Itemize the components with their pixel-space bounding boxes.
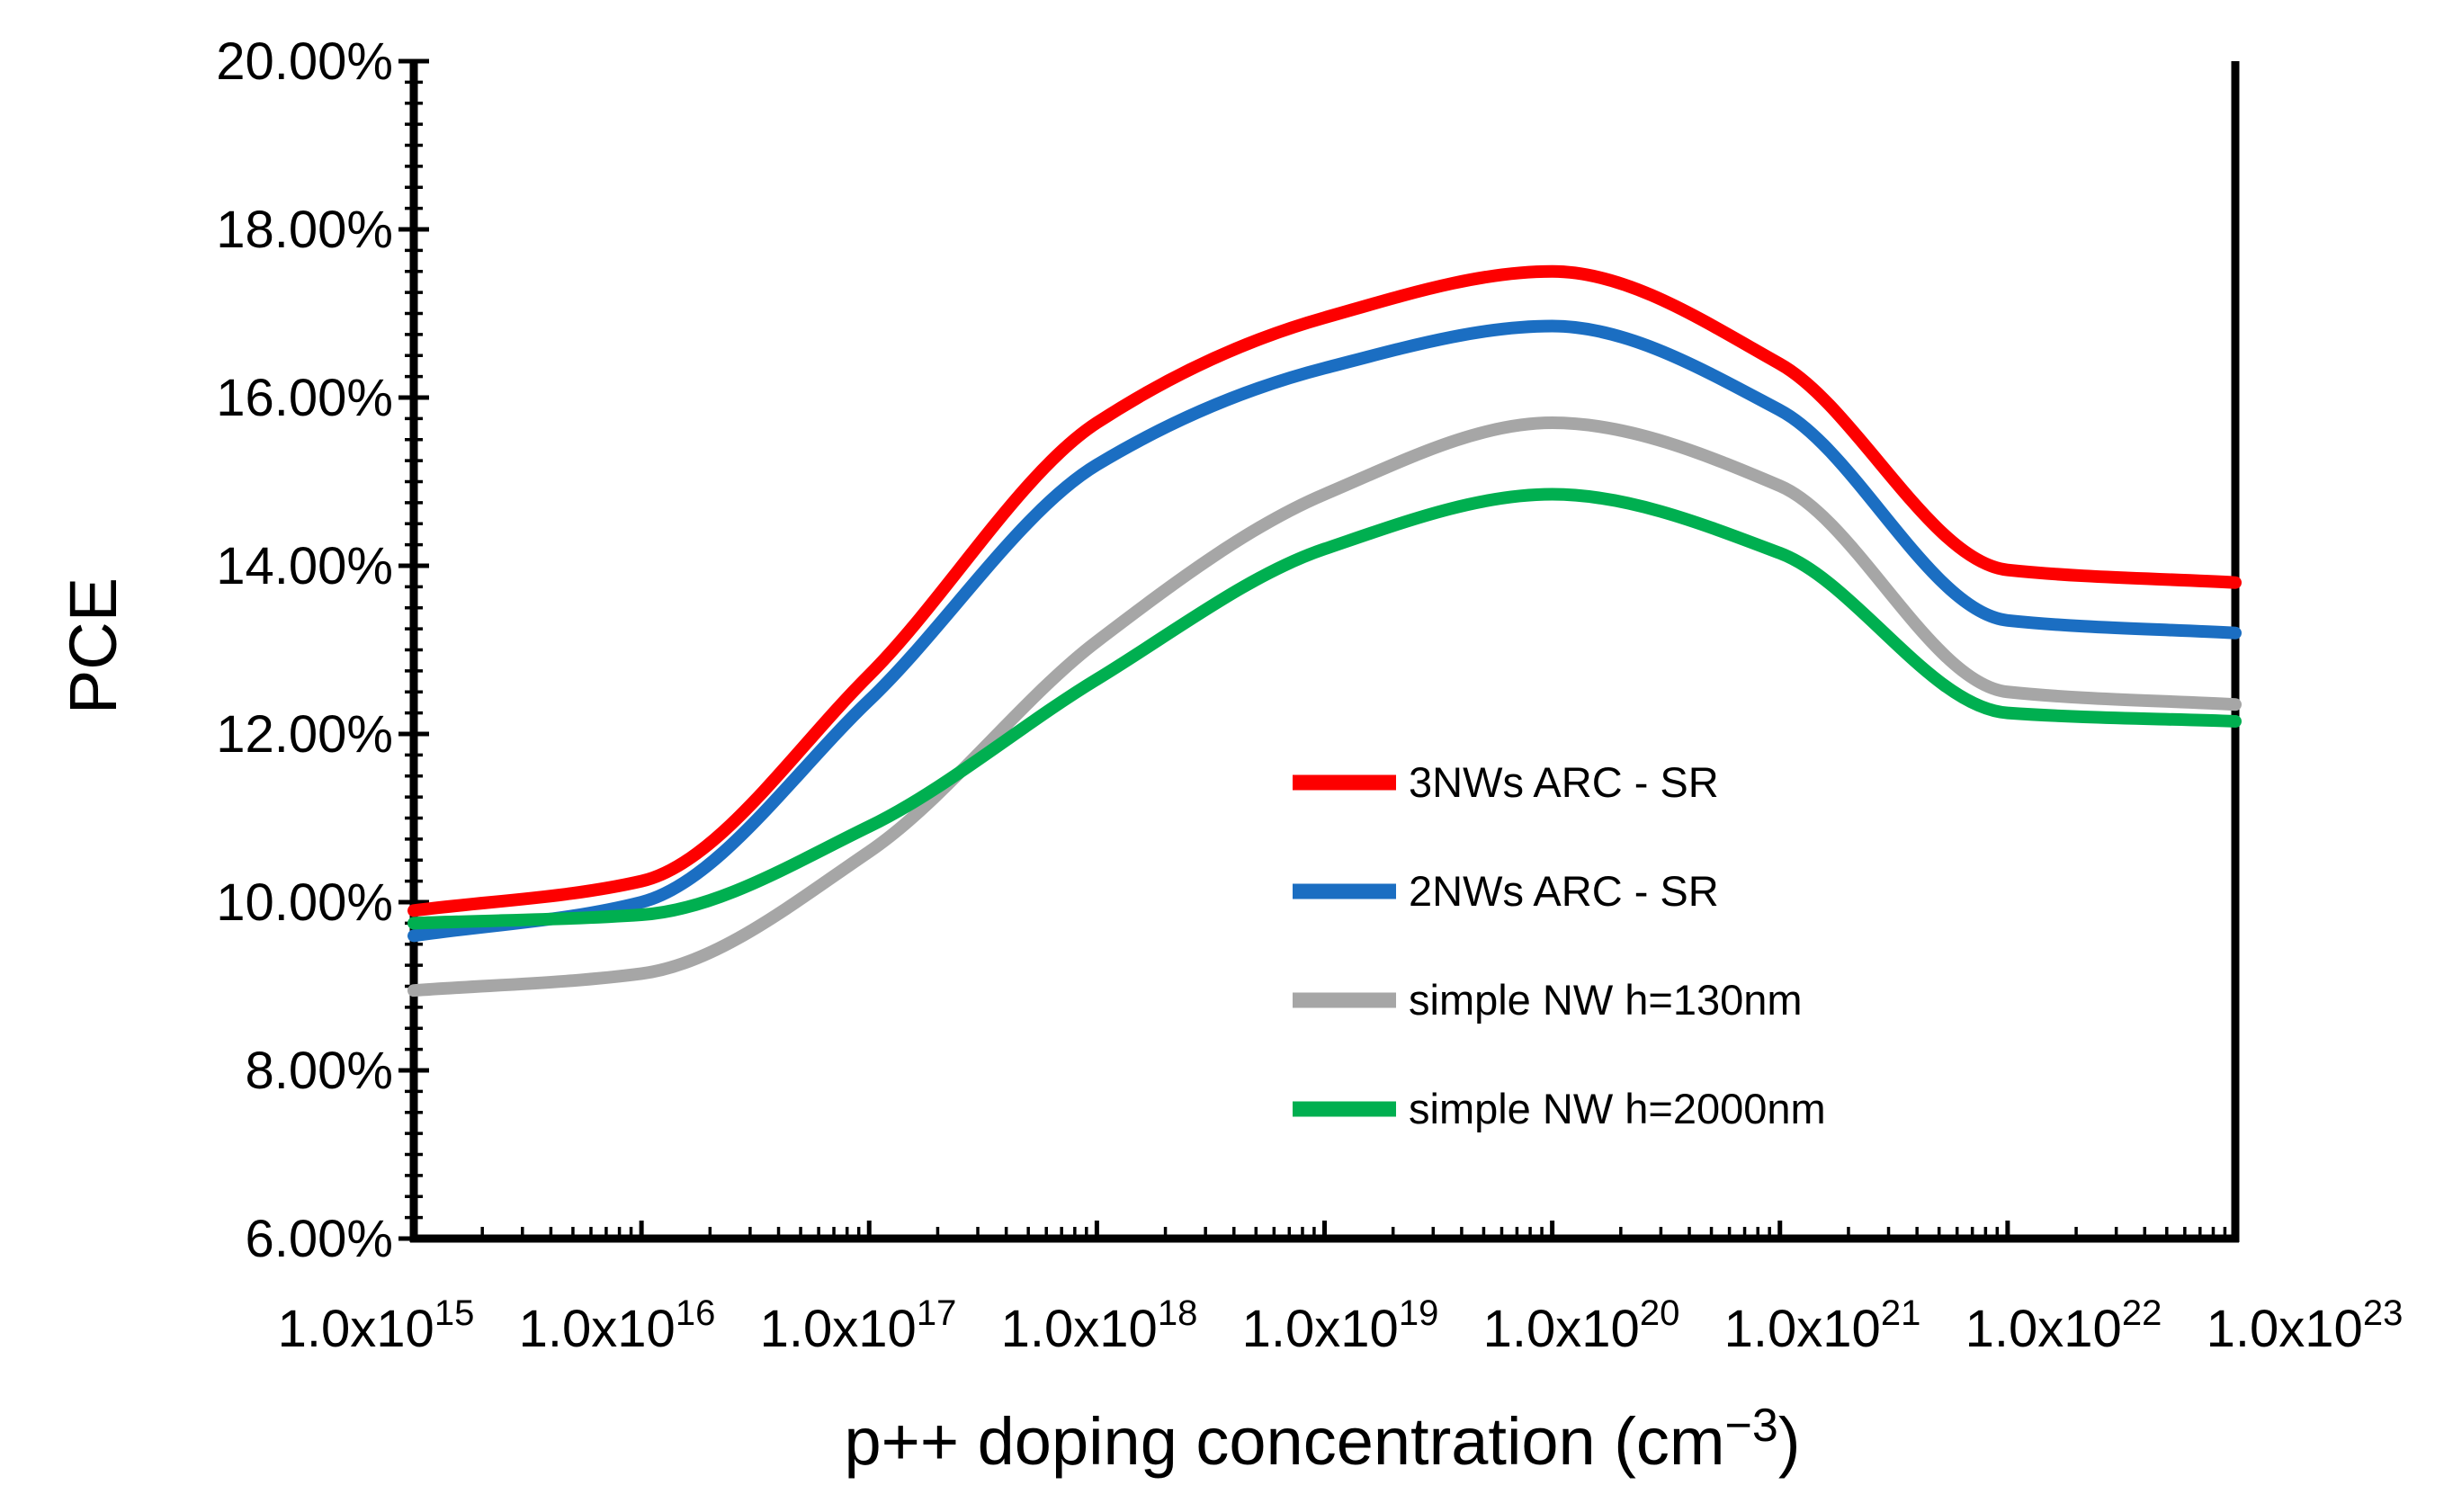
series-line-simple-nw-h-2000nm: [407, 488, 2242, 930]
x-tick-label: 1.0x1021: [1724, 1293, 1921, 1358]
axes: [409, 61, 2240, 1243]
y-tick-label: 12.00%: [216, 705, 393, 764]
legend-item-simple-nw-h-130nm: simple NW h=130nm: [1293, 976, 1803, 1024]
y-tick-label: 10.00%: [216, 873, 393, 932]
x-tick-label: 1.0x1023: [2207, 1293, 2404, 1358]
y-axis-title: PCE: [56, 577, 130, 714]
series-line-simple-nw-h-130nm: [407, 416, 2242, 998]
legend-label: simple NW h=130nm: [1409, 976, 1803, 1024]
x-axis-title-text: p++ doping concentration (cm−3): [844, 1400, 1800, 1479]
x-tick-label: 1.0x1015: [278, 1293, 475, 1358]
y-tick-label: 8.00%: [246, 1042, 393, 1100]
legend-label: 2NWs ARC - SR: [1409, 867, 1719, 915]
series-curves: [407, 264, 2242, 998]
x-tick-label: 1.0x1017: [760, 1293, 957, 1358]
series-line-2nws-arc-sr: [407, 319, 2242, 943]
x-tick-label: 1.0x1020: [1483, 1293, 1680, 1358]
series-line-3nws-arc-sr: [407, 264, 2242, 917]
legend-label: 3NWs ARC - SR: [1409, 758, 1719, 806]
legend-item-simple-nw-h-2000nm: simple NW h=2000nm: [1293, 1085, 1826, 1132]
y-tick-label: 14.00%: [216, 537, 393, 595]
x-tick-label: 1.0x1016: [519, 1293, 716, 1358]
legend-label: simple NW h=2000nm: [1409, 1085, 1826, 1132]
x-axis-title: p++ doping concentration (cm−3): [844, 1400, 1800, 1479]
y-tick-label: 16.00%: [216, 369, 393, 427]
x-tick-labels: 1.0x1015 1.0x1016 1.0x1017 1.0x1018 1.0x1019…: [278, 1293, 2404, 1358]
y-tick-labels: 20.00% 18.00% 16.00% 14.00% 12.00% 10.00% 8.00…: [216, 32, 393, 1268]
y-tick-label: 18.00%: [216, 201, 393, 259]
x-tick-label: 1.0x1018: [1001, 1293, 1198, 1358]
y-tick-label: 20.00%: [216, 32, 393, 91]
legend: 3NWs ARC - SR 2NWs ARC - SR simple NW h=13…: [1293, 758, 1826, 1132]
axis-ticks: [398, 58, 2238, 1241]
x-tick-label: 1.0x1019: [1242, 1293, 1439, 1358]
x-tick-label: 1.0x1022: [1965, 1293, 2162, 1358]
legend-item-2nws-arc-sr: 2NWs ARC - SR: [1293, 867, 1719, 915]
y-tick-label: 6.00%: [246, 1210, 393, 1268]
legend-item-3nws-arc-sr: 3NWs ARC - SR: [1293, 758, 1719, 806]
